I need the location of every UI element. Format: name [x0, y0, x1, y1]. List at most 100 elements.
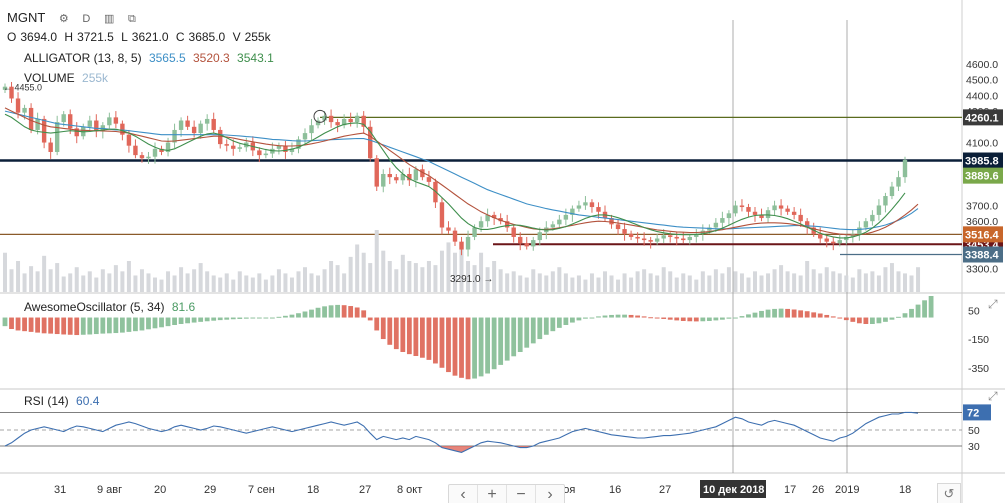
volume-bar: [603, 271, 607, 292]
layers-icon[interactable]: ⧉: [128, 13, 136, 25]
candle-body: [765, 210, 771, 219]
ao-bar: [752, 312, 758, 318]
x-tick-label: 26: [812, 484, 824, 496]
volume-bar: [446, 242, 451, 292]
ao-bar: [452, 317, 458, 376]
rsi-legend[interactable]: RSI (14) 60.4: [24, 394, 103, 408]
price-label-box: [963, 226, 1003, 243]
price-label-text: 3889.6: [965, 171, 999, 183]
ao-bar: [856, 317, 862, 324]
ao-y-tick-label: -150: [968, 334, 989, 346]
ao-bar: [393, 317, 399, 350]
ao-bar: [530, 317, 536, 344]
volume-bar: [81, 275, 86, 292]
x-tick-label: 2019: [835, 484, 859, 496]
candle-body: [87, 120, 92, 127]
ao-bar: [380, 317, 386, 340]
volume-bar: [739, 273, 744, 292]
candle-body: [61, 114, 66, 123]
volume-bar: [420, 267, 425, 292]
volume-bar: [635, 271, 640, 292]
alligator-legend[interactable]: ALLIGATOR (13, 8, 5) 3565.5 3520.3 3543.…: [24, 51, 278, 65]
pane-resize-icon[interactable]: ⤢: [988, 389, 998, 403]
ao-bar: [569, 317, 575, 323]
ao-bar: [2, 317, 8, 327]
ao-bar: [289, 314, 295, 318]
volume-bar: [257, 273, 262, 292]
candle-body: [752, 211, 758, 215]
ao-bar: [54, 317, 60, 335]
interval-label[interactable]: D: [82, 13, 91, 25]
ao-bar: [824, 314, 830, 318]
volume-bar: [479, 252, 484, 292]
candle-body: [583, 202, 588, 206]
rsi-line: [4, 411, 919, 453]
zoom-in-icon[interactable]: +: [478, 485, 507, 503]
scroll-right-icon[interactable]: ›: [547, 486, 553, 503]
volume-bar: [16, 261, 21, 292]
price-label-box: [963, 109, 1003, 126]
volume-bar: [250, 277, 255, 292]
candle-body: [2, 86, 8, 90]
ao-bar: [41, 317, 47, 334]
candle-body: [368, 126, 373, 159]
ao-bar: [693, 317, 699, 322]
candle-body: [218, 129, 223, 145]
candle-body: [276, 145, 282, 149]
candle-body: [681, 238, 686, 241]
candle-body: [876, 205, 882, 215]
volume-bar: [818, 273, 823, 292]
candle-body: [713, 222, 719, 228]
volume-legend[interactable]: VOLUME 255k: [24, 71, 112, 85]
ao-bar: [759, 310, 764, 318]
pane-resize-icon[interactable]: ⤢: [988, 297, 998, 311]
volume-bar: [283, 273, 288, 292]
volume-bar: [172, 275, 177, 292]
candle-body: [133, 145, 138, 156]
ao-bar: [237, 317, 243, 319]
volume-bar: [361, 252, 366, 292]
ao-bar: [719, 317, 725, 320]
volume-bar: [244, 275, 249, 292]
scroll-left-icon[interactable]: ‹: [449, 485, 478, 503]
candle-body: [426, 177, 432, 182]
rsi-oversold-fill: [5, 446, 918, 453]
ao-bar: [315, 307, 321, 318]
volume-bar: [629, 277, 634, 292]
ao-bar: [798, 310, 804, 318]
zoom-out-icon[interactable]: −: [507, 485, 536, 503]
ao-bar: [211, 317, 217, 321]
candles: [2, 81, 908, 257]
ao-bar: [615, 314, 621, 318]
volume-bar: [772, 269, 777, 292]
candle-body: [609, 218, 614, 225]
candle-body: [726, 213, 732, 219]
bar-chart-icon[interactable]: ▥: [103, 13, 115, 25]
rsi-label-text: 72: [967, 407, 979, 419]
candle-body: [374, 158, 379, 187]
ao-bar: [354, 307, 360, 318]
volume-bar: [707, 275, 712, 292]
reset-chart-icon[interactable]: ↺: [937, 483, 961, 503]
volume-bar: [413, 263, 418, 292]
y-tick-label: 3300.0: [966, 263, 998, 275]
candle-body: [48, 142, 53, 152]
candle-body: [576, 205, 582, 209]
symbol-name[interactable]: MGNT: [7, 10, 46, 25]
alligator-jaw-value: 3565.5: [148, 51, 186, 65]
candle-body: [570, 208, 575, 215]
volume-bar: [498, 269, 503, 292]
rsi-y-tick-label: 50: [968, 425, 980, 437]
price-annotation: 3291.0 →: [450, 274, 493, 285]
gear-icon[interactable]: ⚙: [58, 13, 69, 25]
y-tick-label: 3600.0: [966, 216, 998, 228]
ao-bar: [387, 317, 393, 345]
candle-body: [498, 218, 503, 222]
volume-bar: [903, 273, 907, 292]
ao-legend[interactable]: AwesomeOscillator (5, 34) 81.6: [24, 300, 199, 314]
volume-bar: [596, 277, 601, 292]
ao-bar: [406, 317, 412, 355]
volume-bar: [74, 267, 79, 292]
